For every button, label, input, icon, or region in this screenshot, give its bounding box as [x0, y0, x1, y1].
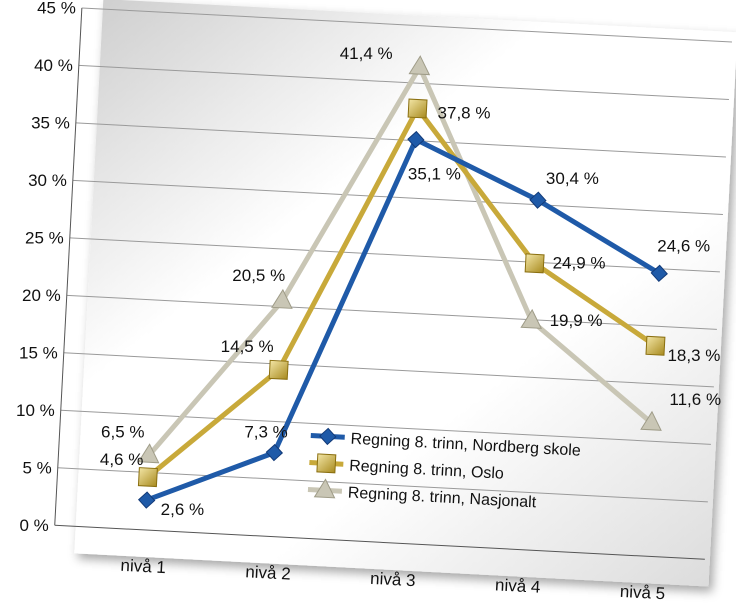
data-label: 35,1 %	[408, 165, 461, 184]
data-point-marker	[407, 130, 425, 149]
x-tick-label: nivå 4	[495, 575, 541, 596]
data-point-marker	[407, 98, 428, 119]
data-point-marker	[137, 443, 160, 464]
data-point-marker	[313, 478, 336, 499]
data-point-marker	[529, 191, 547, 209]
y-tick-label: 30 %	[28, 171, 67, 190]
data-point-marker	[316, 453, 337, 474]
y-axis-line	[54, 7, 83, 526]
x-tick-label: nivå 3	[370, 569, 416, 590]
data-point-marker	[271, 288, 293, 309]
data-point-marker	[520, 308, 543, 329]
data-label: 6,5 %	[101, 422, 144, 441]
grid-line	[72, 179, 723, 215]
data-label: 41,4 %	[340, 44, 393, 63]
data-label: 24,6 %	[657, 236, 710, 255]
y-axis: 0 % 5 % 10 % 15 % 20 % 25 % 30 % 35 % 40 % 45 %	[16, 0, 76, 535]
data-point-marker	[524, 253, 545, 274]
x-axis: nivå 1 nivå 2 nivå 3 nivå 4 nivå 5	[120, 556, 666, 604]
data-label: 4,6 %	[100, 450, 143, 469]
y-tick-label: 10 %	[16, 401, 55, 420]
y-tick-label: 5 %	[22, 458, 51, 477]
y-tick-label: 0 %	[19, 516, 48, 535]
data-point-marker	[640, 410, 662, 431]
data-point-marker	[265, 443, 284, 462]
data-point-marker	[408, 55, 431, 76]
x-tick-label: nivå 1	[120, 556, 166, 577]
grid-line	[54, 524, 705, 560]
x-tick-label: nivå 2	[245, 562, 291, 583]
data-labels: 2,6 % 7,3 % 35,1 % 30,4 % 24,6 % 4,6 % 14,5 % 3…	[100, 44, 721, 519]
data-label: 20,5 %	[232, 266, 285, 285]
data-label: 30,4 %	[546, 169, 599, 188]
grid-line	[66, 294, 717, 330]
data-point-marker	[268, 359, 289, 380]
grid-line	[69, 237, 720, 273]
data-label: 14,5 %	[221, 337, 274, 356]
grid-line	[78, 64, 729, 100]
data-label: 7,3 %	[244, 423, 287, 442]
plot-background	[74, 0, 736, 587]
y-tick-label: 20 %	[22, 286, 61, 305]
grid-line	[81, 7, 732, 43]
data-label: 11,6 %	[669, 390, 721, 409]
data-point-marker	[645, 335, 666, 356]
y-tick-label: 45 %	[37, 0, 76, 18]
y-tick-label: 40 %	[34, 56, 73, 75]
data-point-marker	[319, 427, 337, 446]
data-label: 2,6 %	[161, 500, 204, 519]
data-label: 19,9 %	[550, 311, 603, 330]
y-tick-label: 15 %	[19, 343, 58, 362]
x-tick-label: nivå 5	[619, 582, 665, 603]
data-point-marker	[137, 467, 158, 488]
y-tick-label: 35 %	[31, 114, 70, 133]
data-point-marker	[137, 491, 156, 509]
grid-line	[57, 467, 708, 503]
y-tick-label: 25 %	[25, 229, 64, 248]
data-point-marker	[650, 264, 668, 283]
data-label: 37,8 %	[438, 104, 491, 123]
data-label: 24,9 %	[553, 253, 606, 272]
series-markers	[137, 55, 668, 509]
data-label: 18,3 %	[667, 346, 720, 365]
grid-line	[60, 409, 711, 445]
